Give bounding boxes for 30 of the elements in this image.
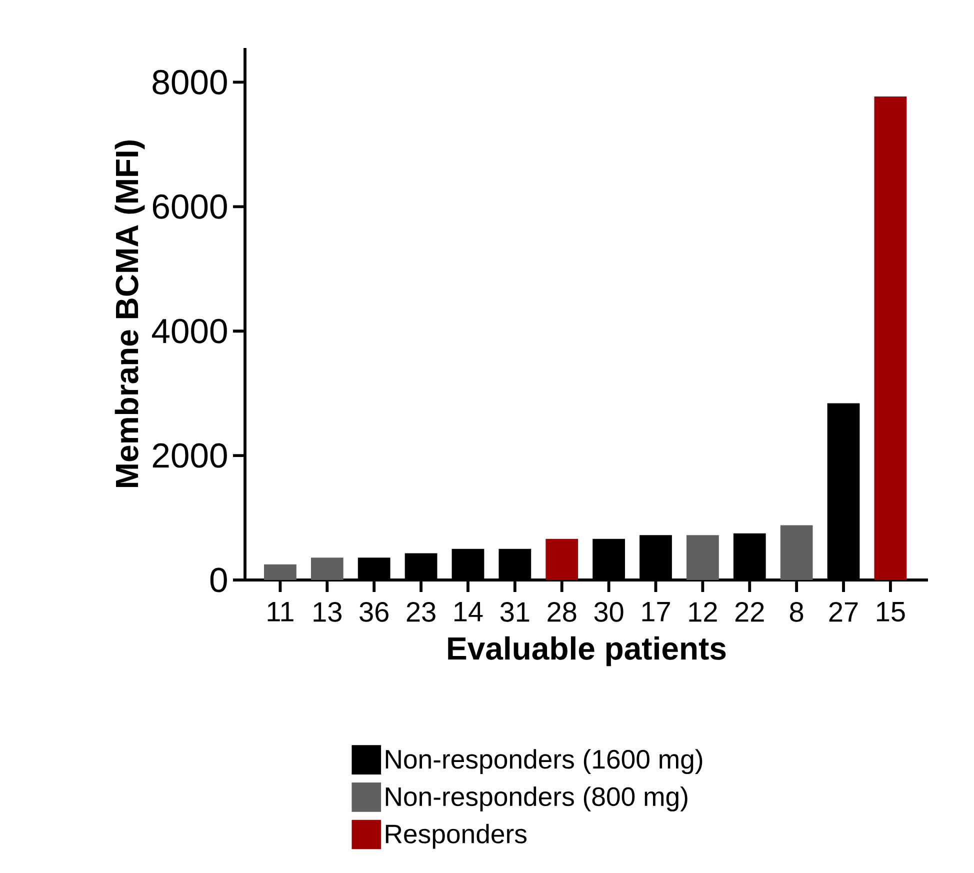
x-tick-label: 22 [735,602,764,622]
x-tick-label: 30 [594,602,624,622]
bar [264,564,296,580]
x-axis-title: Evaluable patients [448,636,726,666]
x-tick-label: 14 [454,602,483,622]
x-tick-label: 8 [790,602,804,622]
x-tick-label: 17 [642,602,670,622]
bar [780,525,813,580]
x-tick-label: 11 [268,602,294,622]
bar [686,535,719,580]
y-tick-label: 4000 [152,318,227,344]
x-tick-label: 28 [548,602,576,622]
legend-label: Non-responders (800 mg) [386,786,688,812]
legend-label: Responders [386,824,526,849]
y-axis-title: Membrane BCMA (MFI) [114,140,145,487]
y-tick-label: 2000 [152,443,227,468]
x-tick-label: 31 [500,602,530,622]
x-tick-label: 36 [360,602,388,622]
y-tick-label: 0 [210,568,227,592]
x-tick-label: 12 [689,602,717,622]
bar [874,96,907,580]
y-tick-label: 8000 [152,70,227,94]
bar [546,538,578,580]
bar [310,558,344,580]
x-tick-label: 15 [877,602,905,622]
y-tick-label: 6000 [152,194,227,219]
legend-label: Non-responders (1600 mg) [386,749,702,774]
x-tick-label: 27 [829,602,858,622]
x-tick-label: 23 [406,602,436,622]
x-tick-label: 13 [314,602,342,622]
